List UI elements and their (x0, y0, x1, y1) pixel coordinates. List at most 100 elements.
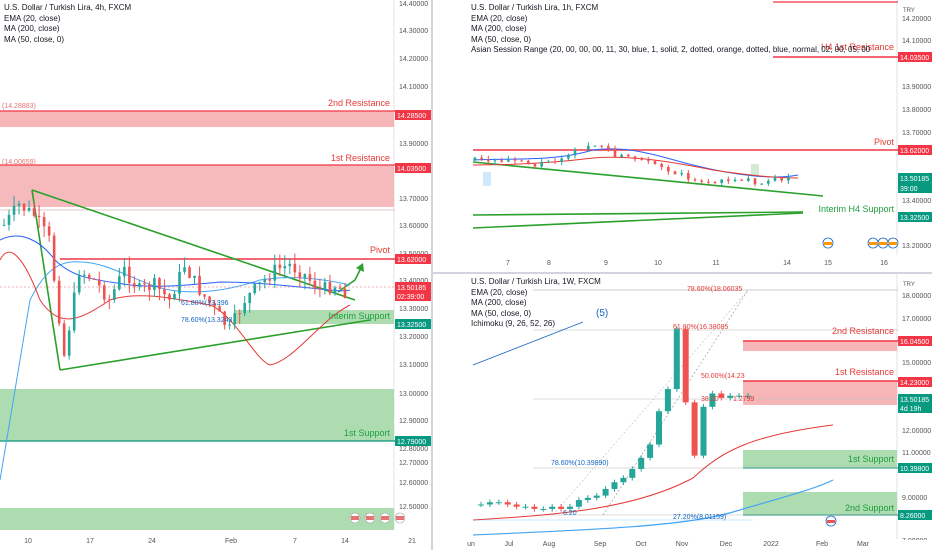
4h-candle-30 (153, 278, 156, 290)
legend-ma50: MA (50, close, 0) (471, 308, 532, 318)
fib-trend-line-2 (552, 289, 749, 516)
4h-candle-29 (148, 284, 151, 290)
lower-support-zone (0, 508, 394, 530)
4h-candle-40 (203, 294, 206, 297)
4h-candle-21 (108, 299, 111, 301)
4h-candle-54 (273, 264, 277, 281)
1h-candle-44 (767, 180, 770, 184)
4h-price-tag-4 (395, 291, 431, 301)
1h-time-7: 16 (880, 260, 888, 267)
1w-candle-21 (664, 389, 671, 412)
1h-candle-20 (607, 146, 610, 150)
legend-ema: EMA (20, close) (471, 13, 528, 23)
1w-tick-1: 17.00000 (902, 316, 931, 323)
time-axis-bg (0, 530, 431, 550)
1h-candle-24 (633, 156, 637, 160)
4h-price-tag-1 (395, 163, 431, 173)
4h-candle-20 (102, 285, 106, 300)
1h-tick-2: 13.90000 (902, 84, 931, 91)
4h-candle-27 (138, 283, 141, 287)
1w-candle-17 (629, 468, 636, 478)
1w-time-5: Nov (676, 541, 689, 548)
4h-candle-67 (338, 287, 342, 289)
1h-candle-7 (520, 160, 523, 162)
fib-label-786: 78.60%(13.3243 (181, 317, 232, 324)
1w-candle-25 (700, 406, 707, 456)
4h-tick-11: 13.20000 (399, 334, 428, 341)
1h-candle-36 (713, 181, 717, 183)
1w-time-9: Mar (857, 541, 870, 548)
1h-candle-10 (540, 162, 543, 167)
fib-label-7: 6.20 (563, 510, 577, 517)
chart-4h[interactable]: 2nd Resistance 1st Resistance Pivot Interim… (0, 0, 431, 550)
1w-candle-28 (727, 395, 734, 398)
1h-candle-18 (593, 145, 597, 147)
asian-session-box-2 (751, 164, 759, 176)
1h-tick-5: 13.40000 (902, 198, 931, 205)
1h-candle-27 (653, 160, 657, 164)
4h-candle-44 (223, 311, 226, 326)
chart-1h-canvas[interactable]: TRY H4 1st Resistance Pivot Interim H4 Supp… (433, 0, 932, 272)
first-support-label: 1st Support (344, 428, 391, 438)
4h-candle-58 (293, 263, 297, 273)
chart-1h[interactable]: TRY H4 1st Resistance Pivot Interim H4 Supp… (433, 0, 932, 272)
4h-candle-59 (298, 272, 302, 279)
chart-1w[interactable]: TRY 2nd Resistance 1st Resistance 1st Suppo… (433, 274, 932, 550)
fib-label-0: 78.60%(18.06035 (687, 286, 742, 293)
descending-trendline (472, 161, 824, 197)
4h-candle-68 (343, 288, 347, 299)
1w-price-tag-5 (898, 510, 932, 520)
4h-price-tag-2 (395, 254, 431, 264)
legend-4h: U.S. Dollar / Turkish Lira, 4h, FXCM EMA… (4, 3, 131, 45)
first-support-label: 1st Support (848, 454, 895, 464)
1h-candle-31 (680, 173, 683, 175)
1w-tick-4: 12.00000 (902, 428, 931, 435)
4h-candle-3 (17, 203, 21, 206)
interim-support-zone (235, 310, 394, 324)
4h-price-tag-text-1: 14.03500 (397, 166, 426, 173)
1h-time-2: 9 (604, 260, 608, 267)
4h-candle-31 (158, 278, 161, 290)
1w-price-tag-4 (898, 463, 932, 473)
chart-4h-canvas[interactable]: 2nd Resistance 1st Resistance Pivot Interim… (0, 0, 431, 550)
1w-candle-27 (718, 393, 725, 398)
1h-candle-28 (660, 163, 663, 168)
chart-1w-canvas[interactable]: TRY 2nd Resistance 1st Resistance 1st Suppo… (433, 274, 932, 550)
1w-time-0: un (467, 541, 475, 548)
1w-candle-3 (504, 502, 511, 505)
1w-candle-9 (558, 506, 565, 509)
first-support-zone (743, 450, 897, 468)
1h-candle-40 (740, 179, 743, 181)
1h-price-tag-text-2: 13.50185 (900, 176, 929, 183)
1w-candle-20 (656, 411, 662, 445)
1h-tick-0: 14.20000 (902, 16, 931, 23)
fib-label-5: 78.60%(10.39890) (551, 460, 609, 467)
second-resistance-zone (743, 341, 897, 351)
1w-price-tag-2 (898, 394, 932, 404)
4h-candle-62 (313, 280, 317, 289)
4h-candle-24 (123, 266, 126, 277)
1h-candle-1 (480, 157, 483, 160)
1w-price-tag-text-5: 8.26000 (900, 513, 925, 520)
1w-candle-22 (673, 329, 680, 390)
4h-candle-11 (57, 280, 61, 324)
1h-candle-6 (513, 159, 517, 161)
4h-candle-1 (7, 214, 11, 225)
panel-divider-vertical[interactable] (431, 0, 433, 550)
1w-candle-18 (638, 457, 645, 469)
4h-tick-0: 14.40000 (399, 1, 428, 8)
4h-time-6: 21 (408, 538, 416, 545)
1w-candle-13 (593, 495, 600, 498)
fib-label-6: 27.20%(8.01159) (673, 514, 726, 521)
4h-tick-2: 14.20000 (399, 56, 428, 63)
legend-ema: EMA (20, close) (471, 287, 528, 297)
4h-candle-48 (243, 303, 246, 314)
1h-price-tag-2 (898, 173, 932, 183)
1h-time-0: 7 (506, 260, 510, 267)
1h-candle-47 (787, 177, 790, 181)
1w-tick-2: 15.00000 (902, 360, 931, 367)
4h-tick-16: 12.70000 (399, 460, 428, 467)
4h-candle-33 (168, 294, 171, 300)
panel-divider-horizontal[interactable] (433, 272, 932, 274)
zone-top-label-0: (14.28883) (2, 103, 36, 110)
